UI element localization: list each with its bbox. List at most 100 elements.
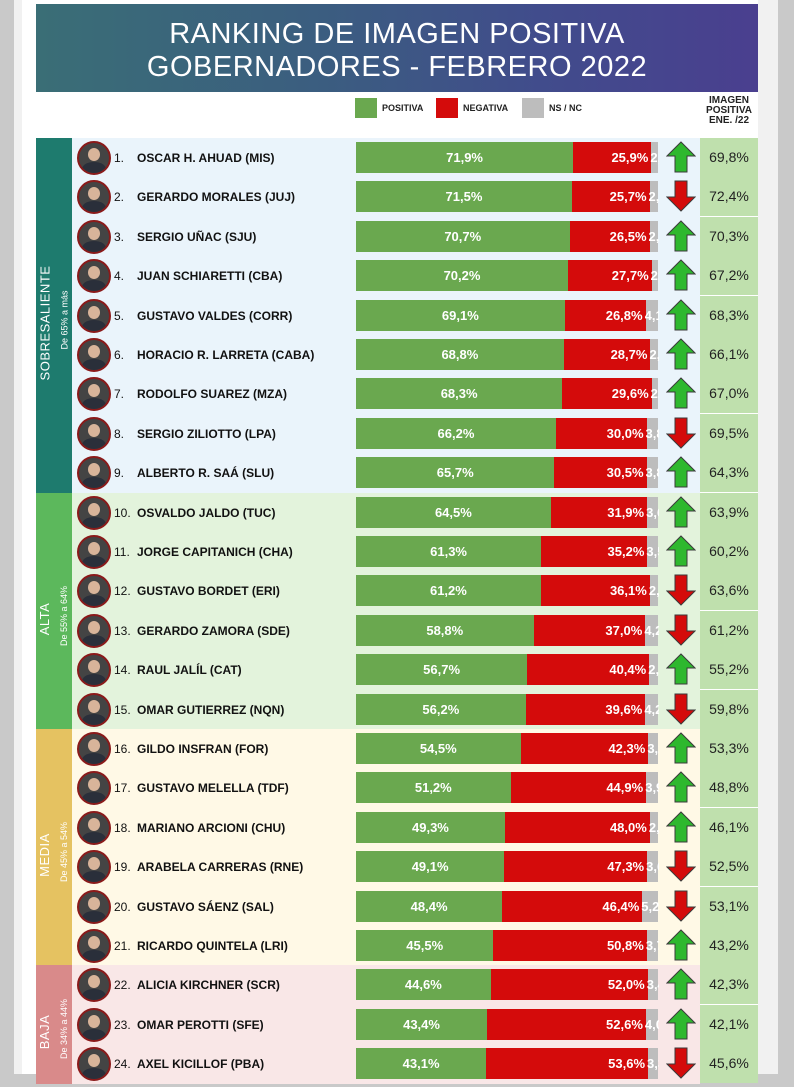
rank-number: 8. xyxy=(114,426,125,441)
governor-name: OSVALDO JALDO (TUC) xyxy=(137,505,276,520)
previous-value: 53,3% xyxy=(700,729,758,768)
ranking-row: 21. RICARDO QUINTELA (LRI) 45,5%50,8%3,7 43… xyxy=(0,926,794,965)
ranking-row: 18. MARIANO ARCIONI (CHU) 49,3%48,0%2,7 46,… xyxy=(0,807,794,847)
arrow-up-icon xyxy=(666,495,696,528)
legend-nsnc-label: NS / NC xyxy=(549,103,583,113)
ranking-row: 8. SERGIO ZILIOTTO (LPA) 66,2%30,0%3,8 69,5… xyxy=(0,413,794,453)
stacked-bar: 54,5%42,3%3,2 xyxy=(356,733,659,764)
bar-nsnc xyxy=(651,260,658,292)
avatar xyxy=(77,1047,111,1082)
previous-value: 55,2% xyxy=(700,650,758,690)
nsnc-value: 3,2 xyxy=(647,741,659,756)
governor-name: GUSTAVO SÁENZ (SAL) xyxy=(137,899,274,914)
avatar xyxy=(77,692,111,727)
governor-name: OMAR GUTIERREZ (NQN) xyxy=(137,702,285,717)
governor-name: ALICIA KIRCHNER (SCR) xyxy=(137,978,280,993)
bar-positive: 68,3% xyxy=(356,378,563,410)
stacked-bar: 49,3%48,0%2,7 xyxy=(356,811,659,843)
ranking-row: 10. OSVALDO JALDO (TUC) 64,5%31,9%3,6 63,9% xyxy=(0,492,794,532)
avatar xyxy=(77,968,111,1003)
governor-name: JUAN SCHIARETTI (CBA) xyxy=(137,269,283,284)
stacked-bar: 51,2%44,9%3,9 xyxy=(356,772,659,804)
rank-number: 6. xyxy=(114,348,125,362)
nsnc-value: 3,6 xyxy=(646,504,659,520)
rank-number: 4. xyxy=(114,269,125,284)
stacked-bar: 65,7%30,5%3,8 xyxy=(356,457,659,489)
bar-nsnc xyxy=(646,457,658,489)
band-side-sobresaliente: SOBRESALIENTE De 65% a más xyxy=(36,138,72,493)
rank-number: 17. xyxy=(114,781,131,796)
ranking-row: 14. RAUL JALÍL (CAT) 56,7%40,4%2,9 55,2% xyxy=(0,650,794,690)
previous-value: 69,5% xyxy=(700,413,758,453)
previous-header-line-2: POSITIVA xyxy=(706,105,752,116)
governor-name: AXEL KICILLOF (PBA) xyxy=(137,1057,265,1072)
ranking-row: 6. HORACIO R. LARRETA (CABA) 68,8%28,7%2,5… xyxy=(0,335,794,374)
bar-positive: 43,4% xyxy=(356,1008,488,1040)
stacked-bar: 48,4% 46,4% 5,2 xyxy=(356,890,659,922)
arrow-up-icon xyxy=(666,377,696,409)
title-banner: RANKING DE IMAGEN POSITIVA GOBERNADORES … xyxy=(36,4,758,92)
previous-value: 42,1% xyxy=(700,1004,758,1044)
ranking-row: 9. ALBERTO R. SAÁ (SLU) 65,7%30,5%3,8 64,3% xyxy=(0,453,794,493)
bar-negative: 28,7% xyxy=(563,339,651,370)
legend-negative-label: NEGATIVA xyxy=(463,103,509,113)
bar-positive: 56,7% xyxy=(356,654,528,686)
arrow-up-icon xyxy=(666,732,696,764)
rank-number: 1. xyxy=(114,151,125,165)
ranking-row: 15. OMAR GUTIERREZ (NQN) 56,2% 39,6% 4,2 59,8… xyxy=(0,689,794,729)
nsnc-value: 2,9 xyxy=(648,662,659,678)
previous-value: 42,3% xyxy=(700,965,758,1005)
nsnc-value: 2,1 xyxy=(650,268,659,284)
rank-number: 12. xyxy=(114,584,131,599)
bar-negative: 50,8% xyxy=(493,930,647,961)
bar-positive: 58,8% xyxy=(356,614,534,646)
governor-name: ARABELA CARRERAS (RNE) xyxy=(137,860,304,875)
previous-value: 59,8% xyxy=(700,689,758,729)
stacked-bar: 44,6%52,0%3,4 xyxy=(356,969,659,1001)
arrow-down-icon xyxy=(666,850,696,882)
ranking-row: 3. SERGIO UÑAC (SJU) 70,7%26,5%2,8 70,3% xyxy=(0,216,794,256)
stacked-bar: 69,1%26,8%4,1 xyxy=(356,299,659,331)
previous-value: 63,6% xyxy=(700,571,758,611)
band-side-media: MEDIA De 45% a 54% xyxy=(36,729,72,966)
previous-value: 63,9% xyxy=(700,492,758,532)
rank-number: 13. xyxy=(114,623,131,638)
nsnc-value: 3,7 xyxy=(645,938,659,953)
avatar xyxy=(77,338,111,372)
rank-number: 14. xyxy=(114,663,131,678)
previous-value: 67,2% xyxy=(700,256,758,296)
bar-negative: 26,5% xyxy=(569,220,650,252)
band-background xyxy=(36,729,700,966)
bar-negative: 36,1% xyxy=(540,575,650,607)
bar-negative: 26,8% xyxy=(564,299,646,331)
bar-negative: 35,2% xyxy=(541,536,648,567)
ranking-row: 1. OSCAR H. AHUAD (MIS) 71,9%25,9%2,2 69,8% xyxy=(0,138,794,177)
avatar xyxy=(77,810,111,845)
arrow-up-icon xyxy=(666,141,696,173)
arrow-up-icon xyxy=(666,1008,696,1040)
arrow-down-icon xyxy=(666,890,696,922)
band-side-alta: ALTA De 55% a 64% xyxy=(36,492,72,729)
rank-number: 5. xyxy=(114,308,125,323)
ranking-row: 5. GUSTAVO VALDES (CORR) 69,1%26,8%4,1 68,3… xyxy=(0,295,794,335)
ranking-row: 16. GILDO INSFRAN (FOR) 54,5%42,3%3,2 53,3% xyxy=(0,729,794,768)
previous-header-line-3: ENE. /22 xyxy=(708,115,750,126)
bar-nsnc xyxy=(651,378,658,410)
arrow-down-icon xyxy=(666,417,696,449)
nsnc-value: 3,5 xyxy=(646,544,659,559)
bar-nsnc xyxy=(645,1008,658,1040)
bar-nsnc xyxy=(642,890,658,922)
bar-negative: 42,3% xyxy=(520,733,649,764)
avatar xyxy=(77,732,111,766)
bar-nsnc xyxy=(649,654,658,686)
arrow-down-icon xyxy=(666,614,696,646)
legend-positive-label: POSITIVA xyxy=(382,103,424,113)
nsnc-value: 3,8 xyxy=(645,465,659,481)
previous-value: 68,3% xyxy=(700,295,758,335)
ranking-row: 2. GERARDO MORALES (JUJ) 71,5%25,7%2,8 72,4… xyxy=(0,177,794,217)
governor-name: GUSTAVO MELELLA (TDF) xyxy=(137,781,289,796)
previous-value: 72,4% xyxy=(700,177,758,217)
governor-name: RODOLFO SUAREZ (MZA) xyxy=(137,387,287,402)
bar-negative: 29,6% xyxy=(562,378,652,410)
governor-name: ALBERTO R. SAÁ (SLU) xyxy=(137,466,275,481)
